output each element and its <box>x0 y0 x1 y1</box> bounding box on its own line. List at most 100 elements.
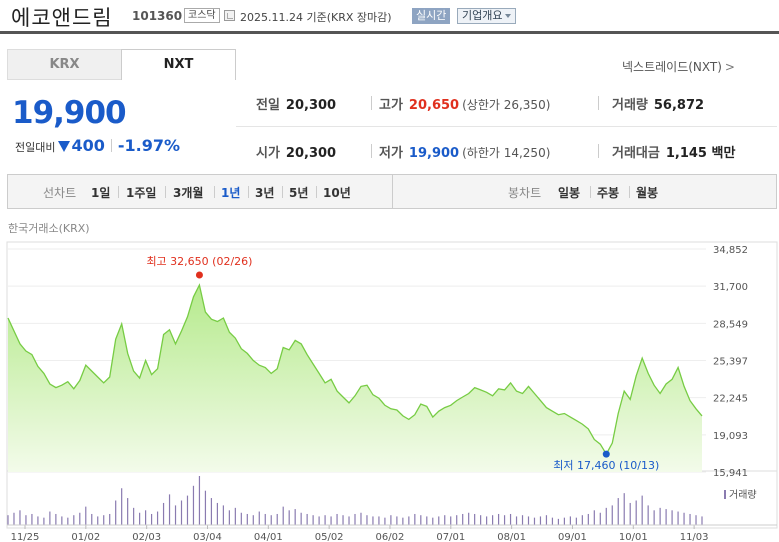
period-3y-button[interactable]: 3년 <box>255 186 275 200</box>
current-price: 19,900 <box>12 95 127 131</box>
volume-bar <box>25 515 27 525</box>
divider <box>248 186 249 198</box>
volume-bar <box>515 516 518 525</box>
divider <box>236 126 777 127</box>
volume-bar <box>300 512 302 525</box>
low-marker <box>602 450 610 458</box>
nxt-link-label: 넥스트레이드(NXT) <box>622 60 722 74</box>
volume-bar <box>533 517 536 525</box>
volume-bar <box>210 498 213 525</box>
volume-bar <box>342 515 344 525</box>
volume-bar <box>127 498 129 525</box>
volume-bar <box>492 515 494 525</box>
divider <box>118 186 119 198</box>
candle-daily-button[interactable]: 일봉 <box>558 186 581 200</box>
volume-bar <box>587 513 589 525</box>
volume-bar <box>103 515 105 525</box>
divider <box>598 144 599 158</box>
change-label: 전일대비 <box>15 141 56 154</box>
volume-bar <box>420 515 422 525</box>
price-chart: 34,852 31,700 28,549 25,397 22,245 19,093 15,9… <box>0 236 779 542</box>
prev-close-label: 전일 <box>256 98 280 113</box>
chevron-right-icon: > <box>724 60 735 74</box>
volume-bar <box>456 515 458 525</box>
volume-bar <box>270 515 272 525</box>
volume-bar <box>372 516 374 525</box>
volume-bar <box>294 509 296 525</box>
volume-bar <box>109 513 111 525</box>
volume-bar <box>438 516 440 525</box>
volume-bar <box>354 513 356 525</box>
tab-krx[interactable]: KRX <box>7 49 122 80</box>
volume-bar <box>581 515 583 525</box>
low-value: 19,900 <box>408 146 460 161</box>
volume-bar <box>497 513 500 525</box>
period-1y-button[interactable]: 1년 <box>221 186 241 200</box>
tab-nxt[interactable]: NXT <box>121 49 236 80</box>
volume-bar <box>264 513 266 525</box>
change-amount: 400 <box>71 136 105 155</box>
volume-bar <box>216 502 218 525</box>
period-3m-button[interactable]: 3개월 <box>173 186 204 200</box>
volume-bar <box>150 513 153 525</box>
volume-bar <box>204 490 207 525</box>
volume-bar <box>551 517 554 525</box>
volume-bar <box>503 515 506 525</box>
volume-bar <box>468 512 470 525</box>
volume-bar <box>139 512 141 525</box>
volume-value: 56,872 <box>653 98 705 113</box>
volume-bar <box>168 494 171 525</box>
volume-bar <box>462 513 464 525</box>
exchange-tabs: KRX NXT <box>7 49 236 80</box>
y-tick-label: 28,549 <box>713 319 748 330</box>
volume-bar <box>276 513 278 525</box>
chart-period-toolbar: 선차트 1일 1주일 3개월 1년 3년 5년 10년 봉차트 일봉 주봉 월봉 <box>7 174 777 209</box>
volume-bar <box>246 513 248 525</box>
period-1d-button[interactable]: 1일 <box>91 186 111 200</box>
period-10y-button[interactable]: 10년 <box>323 186 351 200</box>
volume-bar <box>641 495 643 525</box>
volume-bar <box>575 517 577 525</box>
volume-bar <box>49 511 51 525</box>
divider <box>590 186 591 198</box>
volume-bar <box>19 510 21 525</box>
high-label: 최고 32,650 (02/26) <box>146 255 252 268</box>
company-overview-button[interactable]: 기업개요 <box>457 8 517 24</box>
volume-bar <box>396 516 398 525</box>
volume-bar <box>324 515 326 525</box>
candle-monthly-button[interactable]: 월봉 <box>636 186 659 200</box>
chart-frame <box>6 241 778 529</box>
volume-bar <box>545 515 548 525</box>
x-tick-label: 02/03 <box>132 532 161 542</box>
candle-weekly-button[interactable]: 주봉 <box>597 186 620 200</box>
divider <box>371 96 372 110</box>
nxt-link[interactable]: 넥스트레이드(NXT) > <box>622 58 735 75</box>
change-percent: -1.97% <box>117 136 181 155</box>
volume-bar <box>180 500 183 525</box>
volume-bar <box>539 516 542 525</box>
period-5y-button[interactable]: 5년 <box>289 186 309 200</box>
volume-bar <box>563 517 565 525</box>
price-info-grid: 전일 20,300 고가 20,650 (상한가 26,350) 거래량 56,872 … <box>236 82 777 170</box>
period-1w-button[interactable]: 1주일 <box>126 186 157 200</box>
volume-bar <box>659 507 661 525</box>
volume-bar <box>222 505 224 525</box>
volume-bar <box>408 516 410 525</box>
trade-value-amount: 1,145 <box>665 146 707 161</box>
volume-bar <box>252 515 254 525</box>
realtime-button[interactable]: 실시간 <box>412 8 451 24</box>
volume-bar <box>683 512 685 525</box>
x-tick-label: 07/01 <box>436 532 465 542</box>
volume-bar <box>527 516 530 525</box>
volume-bar <box>37 516 39 525</box>
volume-bar <box>450 516 452 525</box>
x-tick-label: 10/01 <box>619 532 648 542</box>
price-chart-svg: 34,852 31,700 28,549 25,397 22,245 19,093 15,9… <box>6 241 778 542</box>
volume-bar <box>390 515 392 525</box>
trade-value: 거래대금 1,145 백만 <box>612 142 735 161</box>
volume-bar <box>198 476 201 525</box>
chevron-down-icon <box>505 14 512 18</box>
volume-bar <box>671 510 673 525</box>
y-tick-label: 31,700 <box>713 282 748 293</box>
trade-value-label: 거래대금 <box>612 146 660 161</box>
